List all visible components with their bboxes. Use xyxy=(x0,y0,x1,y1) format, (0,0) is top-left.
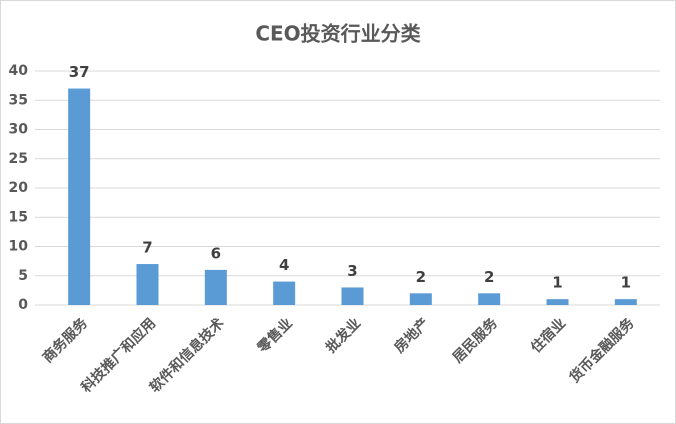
bar xyxy=(273,281,296,305)
bar xyxy=(204,269,227,305)
bar xyxy=(136,264,159,305)
y-tick-label: 10 xyxy=(9,239,29,255)
data-label: 6 xyxy=(211,244,221,262)
data-label: 1 xyxy=(621,274,631,292)
y-tick-label: 30 xyxy=(9,122,29,138)
y-tick-label: 25 xyxy=(9,151,28,167)
bar xyxy=(341,287,364,305)
data-label: 37 xyxy=(69,63,90,81)
bar xyxy=(546,299,569,305)
bar xyxy=(409,293,432,305)
data-label: 2 xyxy=(416,268,426,286)
bar xyxy=(68,88,91,305)
bar xyxy=(614,299,637,305)
data-label: 4 xyxy=(279,256,289,274)
y-tick-label: 0 xyxy=(18,297,28,313)
data-label: 1 xyxy=(552,274,562,292)
y-tick-label: 5 xyxy=(18,268,28,284)
y-tick-label: 20 xyxy=(9,180,29,196)
data-label: 3 xyxy=(347,262,357,280)
data-label: 2 xyxy=(484,268,494,286)
y-tick-label: 15 xyxy=(9,209,28,225)
chart-title: CEO投资行业分类 xyxy=(255,22,420,46)
y-tick-label: 35 xyxy=(9,92,28,108)
y-tick-label: 40 xyxy=(9,63,29,79)
bar xyxy=(478,293,501,305)
data-label: 7 xyxy=(142,239,152,257)
